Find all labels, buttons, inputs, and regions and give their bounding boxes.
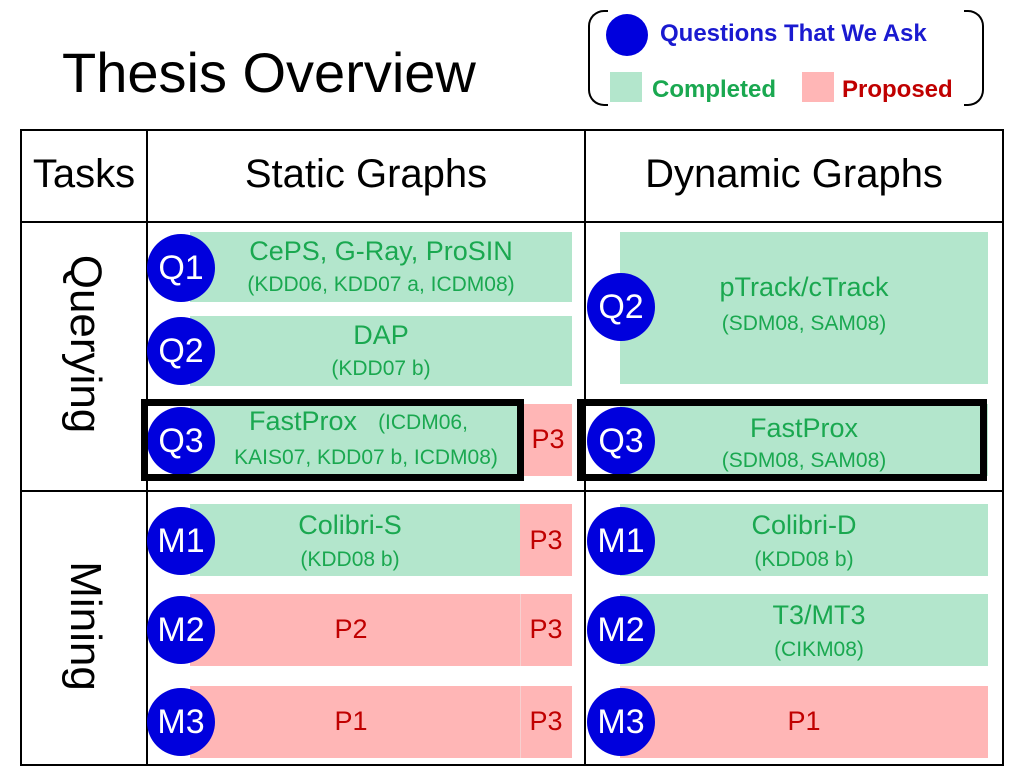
legend-proposed-label: Proposed — [842, 76, 953, 103]
dynamic-m2-sub: (CIKM08) — [774, 638, 864, 661]
static-q2-badge: Q2 — [147, 317, 215, 385]
dynamic-m3-cell — [620, 686, 988, 758]
static-m1-badge: M1 — [147, 507, 215, 575]
legend-bracket-left — [588, 10, 608, 106]
grid-col2 — [584, 129, 586, 766]
dynamic-q2-cell — [620, 232, 988, 384]
dynamic-m1-badge: M1 — [587, 507, 655, 575]
header-dynamic-graphs: Dynamic Graphs — [645, 152, 943, 196]
static-m3-proposed-label: P3 — [529, 706, 563, 736]
grid-left — [20, 129, 22, 766]
static-q1-sub: (KDD06, KDD07 a, ICDM08) — [247, 273, 515, 296]
grid-bottom — [20, 764, 1004, 766]
legend-completed-swatch — [610, 72, 642, 102]
static-m1-cell — [190, 504, 520, 576]
static-m2-cell — [190, 594, 572, 666]
static-q3-sub: KAIS07, KDD07 b, ICDM08) — [234, 446, 498, 469]
dynamic-q3-cell — [620, 404, 988, 476]
static-m1-proposed-cell — [520, 504, 572, 576]
static-m1-main: Colibri-S — [298, 510, 402, 540]
header-static-graphs: Static Graphs — [244, 152, 488, 196]
static-q2-cell — [190, 316, 572, 386]
dynamic-q3-main: FastProx — [749, 413, 859, 443]
dynamic-m1-main: Colibri-D — [751, 510, 857, 540]
static-q3-cell — [190, 404, 520, 476]
dynamic-q3-highlight-box — [577, 399, 987, 481]
static-q1-main: CePS, G-Ray, ProSIN — [249, 236, 513, 266]
dynamic-m1-sub: (KDD08 b) — [754, 548, 854, 571]
static-m2-main: P2 — [334, 614, 368, 644]
static-q1-badge: Q1 — [147, 234, 215, 302]
legend-bracket-right — [964, 10, 984, 106]
static-q2-sub: (KDD07 b) — [331, 357, 431, 380]
static-m1-sub: (KDD08 b) — [300, 548, 400, 571]
dynamic-q2-main: pTrack/cTrack — [719, 272, 889, 302]
static-m2-divider — [520, 594, 521, 666]
static-q3-main-cite: (ICDM06, — [378, 411, 468, 434]
static-m3-main: P1 — [334, 706, 368, 736]
row-label-querying: Querying — [61, 254, 110, 434]
legend-proposed-swatch — [802, 72, 834, 102]
static-q3-proposed-cell — [524, 404, 572, 476]
static-m2-badge: M2 — [147, 596, 215, 664]
dynamic-q2-badge: Q2 — [587, 273, 655, 341]
legend-question-dot — [606, 14, 648, 56]
dynamic-q3-sub: (SDM08, SAM08) — [721, 449, 887, 472]
grid-right — [1002, 129, 1004, 766]
legend-questions-label: Questions That We Ask — [660, 20, 927, 47]
static-q3-highlight-box — [141, 399, 524, 481]
dynamic-q3-badge: Q3 — [587, 407, 655, 475]
static-m1-proposed-label: P3 — [529, 525, 563, 555]
dynamic-m2-main: T3/MT3 — [772, 600, 866, 630]
dynamic-m1-cell — [620, 504, 988, 576]
page-title: Thesis Overview — [62, 41, 476, 104]
grid-row-divider — [20, 490, 1004, 492]
dynamic-m3-badge: M3 — [587, 688, 655, 756]
static-m2-proposed-label: P3 — [529, 614, 563, 644]
row-label-mining: Mining — [61, 561, 110, 691]
legend-completed-label: Completed — [652, 76, 777, 103]
static-q3-badge: Q3 — [147, 407, 215, 475]
dynamic-m2-cell — [620, 594, 988, 666]
dynamic-q2-sub: (SDM08, SAM08) — [721, 312, 887, 335]
dynamic-m2-badge: M2 — [587, 596, 655, 664]
static-q3-main: FastProx — [248, 406, 358, 436]
dynamic-m3-main: P1 — [787, 706, 821, 736]
static-m3-divider — [520, 686, 521, 758]
static-q1-cell — [190, 232, 572, 302]
static-q3-proposed-label: P3 — [531, 424, 565, 454]
static-q2-main: DAP — [353, 320, 409, 350]
grid-top — [20, 129, 1004, 131]
static-m3-badge: M3 — [147, 688, 215, 756]
grid-header-bottom — [20, 221, 1004, 223]
header-tasks: Tasks — [32, 152, 136, 196]
static-m3-cell — [190, 686, 572, 758]
